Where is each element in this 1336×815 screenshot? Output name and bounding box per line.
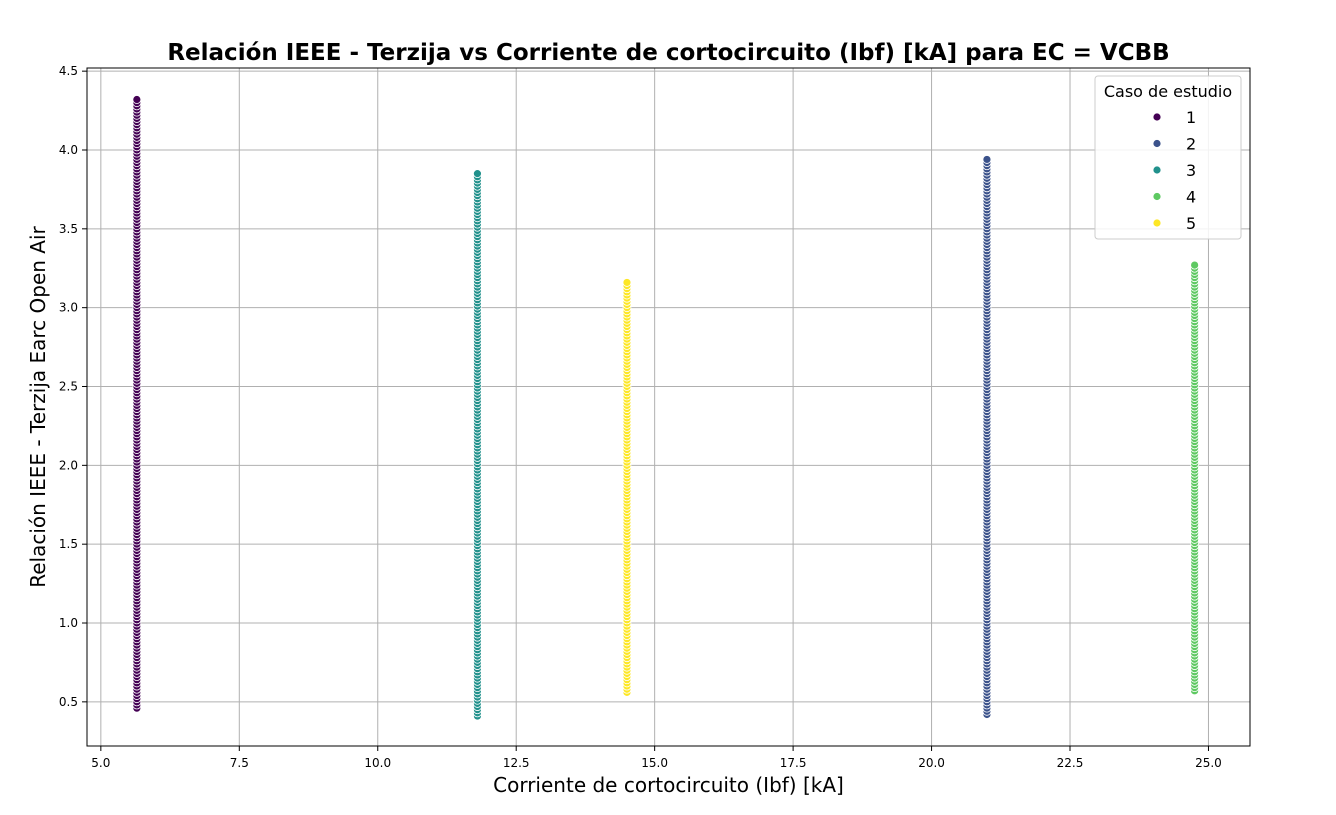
legend-label-3: 3 [1186, 161, 1196, 180]
y-tick-label: 0.5 [59, 695, 78, 709]
x-tick-label: 22.5 [1057, 756, 1084, 770]
legend-marker-5 [1152, 218, 1162, 228]
x-tick-label: 20.0 [918, 756, 945, 770]
y-tick-label: 3.5 [59, 222, 78, 236]
x-tick-label: 17.5 [780, 756, 807, 770]
chart-title: Relación IEEE - Terzija vs Corriente de … [167, 40, 1169, 66]
y-tick-label: 2.5 [59, 380, 78, 394]
x-tick-label: 7.5 [230, 756, 249, 770]
data-point [982, 155, 992, 164]
legend-marker-1 [1152, 112, 1162, 122]
series-3-points [473, 169, 482, 721]
x-tick-label: 25.0 [1195, 756, 1222, 770]
y-tick-label: 1.5 [59, 537, 78, 551]
series-2-points [982, 155, 992, 719]
legend-marker-4 [1152, 192, 1162, 201]
y-tick-label: 3.0 [59, 301, 78, 315]
legend-label-5: 5 [1186, 214, 1196, 233]
legend-label-1: 1 [1186, 108, 1196, 127]
plot-area-frame [86, 67, 1251, 747]
series-5-points [622, 278, 632, 697]
data-point [622, 278, 632, 287]
series-4-points [1190, 260, 1200, 696]
series-1-points [132, 95, 142, 713]
y-axis-label: Relación IEEE - Terzija Earc Open Air [26, 225, 50, 587]
y-tick-label: 4.5 [59, 64, 78, 78]
legend: Caso de estudio 1 2 3 4 5 [1094, 75, 1242, 240]
data-point [1190, 260, 1200, 270]
y-tick-label: 1.0 [59, 616, 78, 630]
y-tick-label: 2.0 [59, 458, 78, 472]
legend-box [1094, 75, 1242, 240]
y-tick-label: 4.0 [59, 143, 78, 157]
x-tick-label: 12.5 [503, 756, 530, 770]
legend-entries: 1 2 3 4 5 [1152, 108, 1196, 233]
axis-ticks: 5.0 7.5 10.0 12.5 15.0 17.5 20.0 22.5 25.00.51.0… [59, 64, 1222, 770]
x-axis-label: Corriente de cortocircuito (Ibf) [kA] [493, 773, 844, 797]
x-tick-label: 5.0 [91, 756, 110, 770]
grid-lines [87, 68, 1250, 746]
legend-marker-3 [1152, 165, 1162, 175]
legend-label-4: 4 [1186, 188, 1196, 207]
legend-label-2: 2 [1186, 135, 1196, 154]
legend-title: Caso de estudio [1104, 82, 1232, 101]
data-points [132, 95, 1200, 721]
data-point [473, 169, 482, 179]
x-tick-label: 10.0 [364, 756, 391, 770]
x-tick-label: 15.0 [641, 756, 668, 770]
legend-marker-2 [1152, 139, 1162, 148]
data-point [132, 95, 142, 104]
